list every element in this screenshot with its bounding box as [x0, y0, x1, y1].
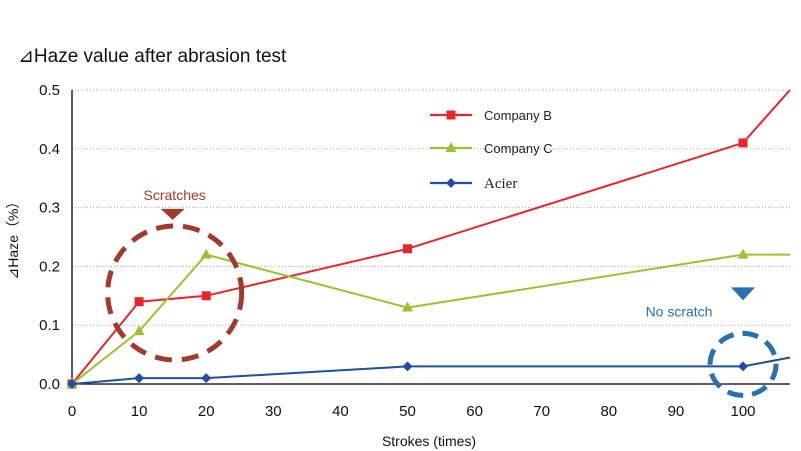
- y-tick-label: 0.5: [39, 82, 60, 99]
- legend-label: Company C: [484, 141, 553, 156]
- chart-title: ⊿Haze value after abrasion test: [18, 46, 287, 67]
- y-tick-label: 0.0: [39, 376, 60, 393]
- x-axis-label: Strokes (times): [382, 433, 476, 449]
- data-point-company-c: [200, 248, 212, 259]
- x-tick-label: 60: [466, 403, 483, 420]
- x-tick-label: 30: [265, 403, 282, 420]
- legend-label: Company B: [484, 108, 552, 123]
- annotation-circle: [707, 330, 779, 398]
- annotations: Scratches No scratch: [105, 187, 779, 398]
- annotation-no-scratch: No scratch: [646, 287, 779, 398]
- series-line-acier: [71, 356, 791, 385]
- legend-label: Acier: [484, 176, 517, 192]
- legend-item-company-c: Company C: [430, 141, 553, 156]
- series-acier: [67, 356, 791, 389]
- series-layer: [66, 89, 791, 389]
- y-tick-label: 0.4: [39, 141, 60, 158]
- legend-marker: [445, 142, 457, 152]
- x-tick-labels: 0 10 20 30 40 50 60 70 80 90 100: [68, 403, 756, 420]
- x-tick-label: 40: [332, 403, 349, 420]
- annotation-circle: [105, 223, 245, 363]
- x-tick-label: 80: [600, 403, 617, 420]
- data-point-company-b: [403, 244, 413, 254]
- y-axis-label: ⊿Haze（%）: [5, 195, 21, 280]
- data-point-acier: [402, 361, 413, 372]
- series-line-company-b: [71, 89, 791, 385]
- series-company-b: [67, 89, 791, 389]
- annotation-scratches: Scratches: [105, 187, 245, 363]
- grid: [72, 89, 790, 326]
- y-tick-label: 0.2: [39, 258, 60, 275]
- legend-item-company-b: Company B: [430, 108, 552, 123]
- legend-marker: [446, 110, 456, 120]
- x-tick-label: 50: [399, 403, 416, 420]
- x-tick-label: 0: [68, 403, 76, 420]
- data-point-company-c: [737, 248, 749, 259]
- annotation-arrow: [731, 287, 756, 301]
- annotation-arrow: [160, 208, 185, 220]
- x-tick-label: 70: [533, 403, 550, 420]
- data-point-acier: [134, 373, 145, 384]
- legend: Company B Company C Acier: [430, 108, 553, 192]
- data-point-acier: [201, 373, 212, 384]
- legend-item-acier: Acier: [430, 176, 517, 192]
- y-tick-label: 0.1: [39, 317, 60, 334]
- annotation-label: No scratch: [646, 303, 713, 319]
- data-point-company-c: [402, 301, 414, 312]
- x-tick-label: 20: [198, 403, 215, 420]
- legend-marker: [446, 178, 456, 188]
- data-point-company-b: [134, 297, 144, 307]
- data-point-acier: [738, 361, 749, 372]
- x-tick-label: 90: [668, 403, 685, 420]
- series-line-company-c: [71, 253, 790, 385]
- y-tick-label: 0.3: [39, 200, 60, 217]
- x-tick-label: 10: [131, 403, 148, 420]
- x-tick-label: 100: [731, 403, 756, 420]
- data-point-company-b: [201, 291, 211, 301]
- y-tick-labels: 0.0 0.1 0.2 0.3 0.4 0.5: [39, 82, 60, 393]
- data-point-company-b: [738, 138, 748, 148]
- data-point-company-c: [133, 325, 145, 336]
- annotation-label: Scratches: [144, 187, 206, 203]
- data-point-acier: [67, 379, 77, 389]
